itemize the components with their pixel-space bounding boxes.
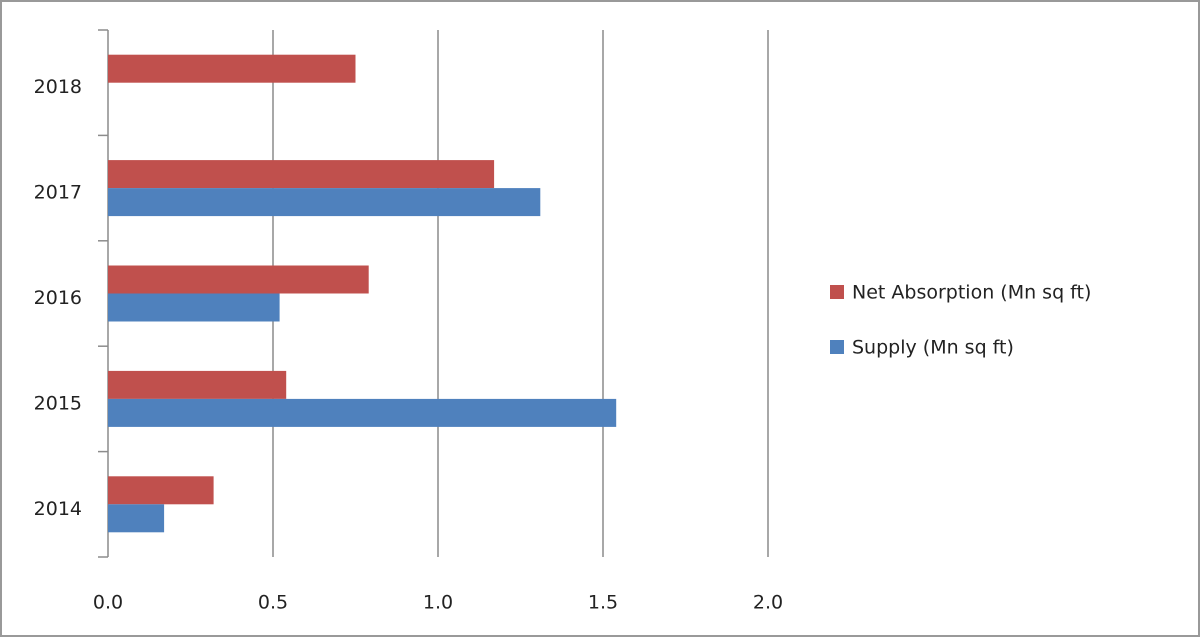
y-tick-label: 2014 <box>34 498 82 520</box>
legend-label: Supply (Mn sq ft) <box>852 337 1014 359</box>
x-tick-label: 1.0 <box>423 592 453 614</box>
y-tick-label: 2017 <box>34 182 82 204</box>
bar <box>108 265 369 294</box>
bar <box>108 54 356 83</box>
x-tick-label: 1.5 <box>588 592 618 614</box>
y-tick-label: 2016 <box>34 287 82 309</box>
bar <box>108 398 617 427</box>
legend-label: Net Absorption (Mn sq ft) <box>852 282 1091 304</box>
legend-swatch <box>830 285 844 299</box>
x-tick-label: 0.5 <box>258 592 288 614</box>
bar <box>108 188 541 217</box>
legend-swatch <box>830 340 844 354</box>
y-tick-label: 2015 <box>34 392 82 414</box>
bar <box>108 476 214 505</box>
bar <box>108 293 280 322</box>
x-tick-label: 0.0 <box>93 592 123 614</box>
bar <box>108 504 165 533</box>
bar <box>108 370 287 399</box>
x-tick-label: 2.0 <box>753 592 783 614</box>
y-tick-label: 2018 <box>34 76 82 98</box>
bar <box>108 160 495 189</box>
